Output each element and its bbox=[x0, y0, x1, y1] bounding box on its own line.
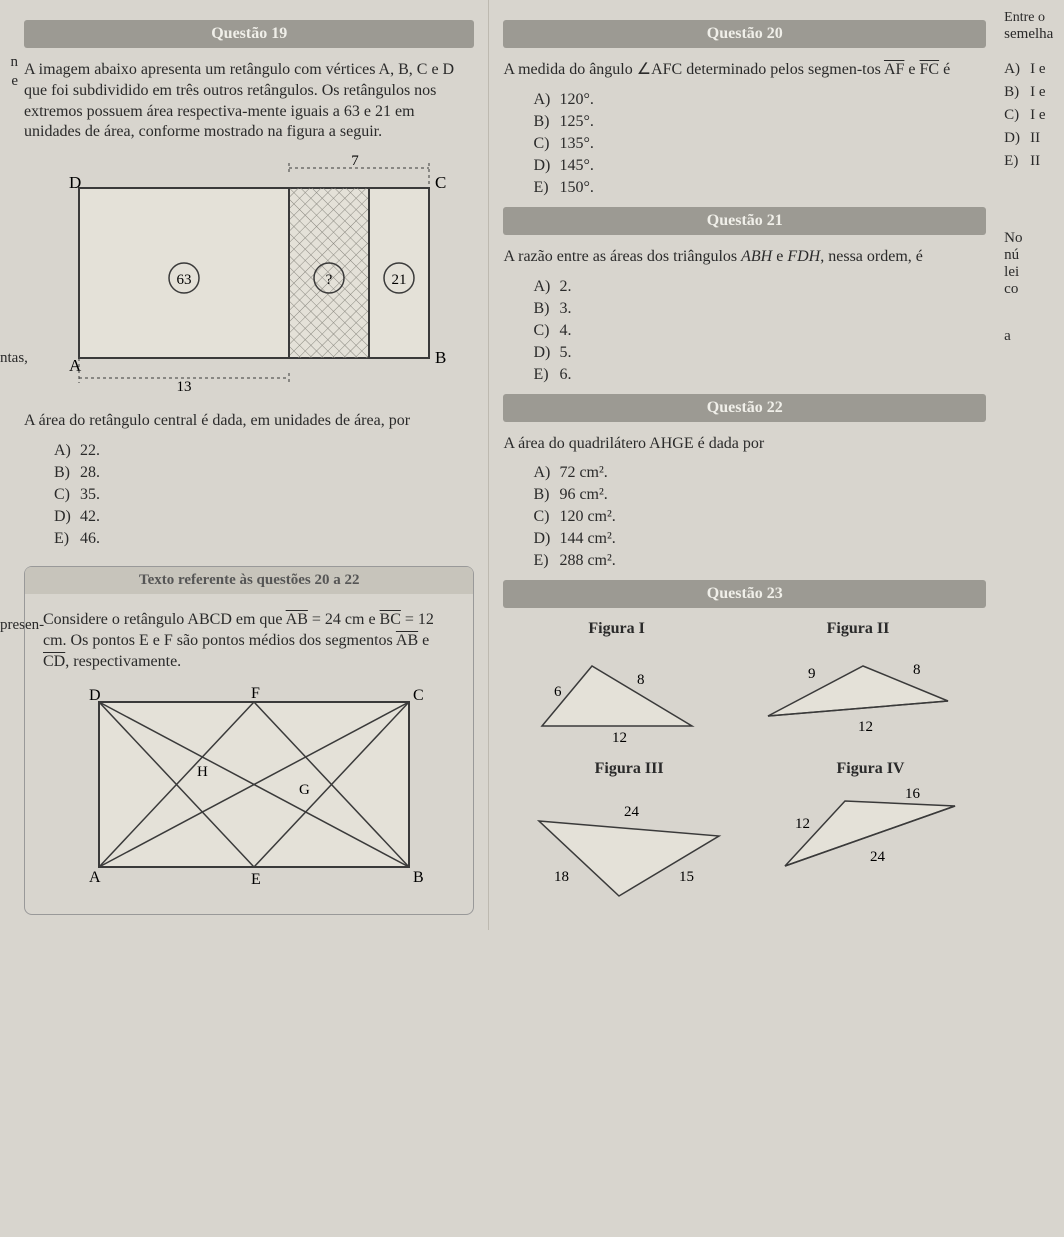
margin-fragment: presen- bbox=[0, 617, 18, 634]
option: B)28. bbox=[54, 464, 474, 482]
figure-row-1: Figura I 6 8 12 Figura II 9 8 12 bbox=[503, 620, 986, 754]
question-19-prompt: A área do retângulo central é dada, em u… bbox=[24, 411, 474, 432]
svg-text:18: 18 bbox=[554, 869, 569, 885]
margin-fragment: e bbox=[0, 73, 18, 90]
right-edge-column: Entre o semelha A)I e B)I e C)I e D)II E… bbox=[1000, 0, 1064, 930]
vertex-B: B bbox=[435, 348, 446, 367]
right-column: Questão 20 A medida do ângulo ∠AFC deter… bbox=[489, 0, 1000, 930]
edge-fragment: nú bbox=[1004, 247, 1060, 264]
svg-text:9: 9 bbox=[808, 666, 816, 682]
question-21-options: A)2. B)3. C)4. D)5. E)6. bbox=[503, 278, 986, 384]
option: E)6. bbox=[533, 366, 986, 384]
question-22-header: Questão 22 bbox=[503, 394, 986, 422]
question-19-text: A imagem abaixo apresenta um retângulo c… bbox=[24, 60, 474, 143]
option: C)120 cm². bbox=[533, 508, 986, 526]
option: E)46. bbox=[54, 530, 474, 548]
edge-option: A)I e bbox=[1004, 61, 1060, 78]
svg-text:C: C bbox=[413, 687, 424, 704]
svg-text:F: F bbox=[251, 685, 260, 702]
svg-text:8: 8 bbox=[913, 662, 921, 678]
left-column: n e ntas, presen- Questão 19 A imagem ab… bbox=[0, 0, 489, 930]
question-21-text: A razão entre as áreas dos triângulos AB… bbox=[503, 247, 986, 268]
option: E)150°. bbox=[533, 179, 986, 197]
edge-option: E)II bbox=[1004, 153, 1060, 170]
option: A)120°. bbox=[533, 91, 986, 109]
area-mid: ? bbox=[326, 272, 333, 288]
svg-text:12: 12 bbox=[612, 730, 627, 746]
edge-option: D)II bbox=[1004, 130, 1060, 147]
q19-diagram: 7 63 ? 21 D C A B 13 bbox=[39, 153, 459, 403]
question-23-header: Questão 23 bbox=[503, 580, 986, 608]
figure-4-triangle: 12 16 24 bbox=[775, 786, 965, 896]
figure-row-2: Figura III 24 18 15 Figura IV 12 16 24 bbox=[503, 760, 986, 914]
figure-4-title: Figura IV bbox=[775, 760, 965, 778]
option: D)5. bbox=[533, 344, 986, 362]
option: D)145°. bbox=[533, 157, 986, 175]
option: B)3. bbox=[533, 300, 986, 318]
figure-3-title: Figura III bbox=[524, 760, 734, 778]
svg-text:16: 16 bbox=[905, 786, 921, 802]
option: A)22. bbox=[54, 442, 474, 460]
figure-3-triangle: 24 18 15 bbox=[524, 786, 734, 906]
option: E)288 cm². bbox=[533, 552, 986, 570]
margin-fragment: n bbox=[0, 54, 18, 71]
text-box-20-22: Texto referente às questões 20 a 22 Cons… bbox=[24, 566, 474, 915]
question-20-header: Questão 20 bbox=[503, 20, 986, 48]
edge-option: C)I e bbox=[1004, 107, 1060, 124]
dim-7: 7 bbox=[351, 153, 359, 169]
edge-fragment: lei bbox=[1004, 264, 1060, 281]
vertex-C: C bbox=[435, 173, 446, 192]
option: A)2. bbox=[533, 278, 986, 296]
text-box-header: Texto referente às questões 20 a 22 bbox=[25, 567, 473, 594]
option: A)72 cm². bbox=[533, 464, 986, 482]
option: D)144 cm². bbox=[533, 530, 986, 548]
figure-1-title: Figura I bbox=[532, 620, 702, 638]
svg-text:H: H bbox=[197, 764, 208, 780]
svg-text:12: 12 bbox=[795, 816, 810, 832]
edge-fragment: a bbox=[1004, 328, 1060, 345]
option: D)42. bbox=[54, 508, 474, 526]
dim-13: 13 bbox=[177, 379, 192, 395]
edge-fragment: semelha bbox=[1004, 26, 1060, 43]
svg-text:E: E bbox=[251, 871, 261, 888]
svg-text:15: 15 bbox=[679, 869, 694, 885]
edge-option: B)I e bbox=[1004, 84, 1060, 101]
question-20-options: A)120°. B)125°. C)135°. D)145°. E)150°. bbox=[503, 91, 986, 197]
question-19-options: A)22. B)28. C)35. D)42. E)46. bbox=[24, 442, 474, 548]
figure-2-triangle: 9 8 12 bbox=[758, 646, 958, 746]
vertex-D: D bbox=[69, 173, 81, 192]
svg-text:B: B bbox=[413, 869, 424, 886]
svg-text:24: 24 bbox=[624, 804, 640, 820]
option: B)96 cm². bbox=[533, 486, 986, 504]
edge-fragment: co bbox=[1004, 281, 1060, 298]
area-21: 21 bbox=[392, 272, 407, 288]
edge-fragment: Entre o bbox=[1004, 10, 1060, 26]
option: C)35. bbox=[54, 486, 474, 504]
rectangle-abcd-diagram: D F C A E B H G bbox=[59, 682, 439, 892]
question-22-text: A área do quadrilátero AHGE é dada por bbox=[503, 434, 986, 455]
question-22-options: A)72 cm². B)96 cm². C)120 cm². D)144 cm²… bbox=[503, 464, 986, 570]
option: C)4. bbox=[533, 322, 986, 340]
figure-2-title: Figura II bbox=[758, 620, 958, 638]
option: B)125°. bbox=[533, 113, 986, 131]
svg-text:24: 24 bbox=[870, 849, 886, 865]
svg-text:G: G bbox=[299, 782, 310, 798]
vertex-A: A bbox=[69, 356, 82, 375]
svg-text:D: D bbox=[89, 687, 101, 704]
option: C)135°. bbox=[533, 135, 986, 153]
margin-fragment: ntas, bbox=[0, 350, 18, 367]
question-19-header: Questão 19 bbox=[24, 20, 474, 48]
svg-text:6: 6 bbox=[554, 684, 562, 700]
svg-text:8: 8 bbox=[637, 672, 645, 688]
svg-text:A: A bbox=[89, 869, 101, 886]
area-63: 63 bbox=[177, 272, 192, 288]
svg-text:12: 12 bbox=[858, 719, 873, 735]
question-20-text: A medida do ângulo ∠AFC determinado pelo… bbox=[503, 60, 986, 81]
text-box-body: Considere o retângulo ABCD em que AB = 2… bbox=[43, 610, 455, 672]
question-21-header: Questão 21 bbox=[503, 207, 986, 235]
edge-fragment: No bbox=[1004, 230, 1060, 247]
figure-1-triangle: 6 8 12 bbox=[532, 646, 702, 746]
